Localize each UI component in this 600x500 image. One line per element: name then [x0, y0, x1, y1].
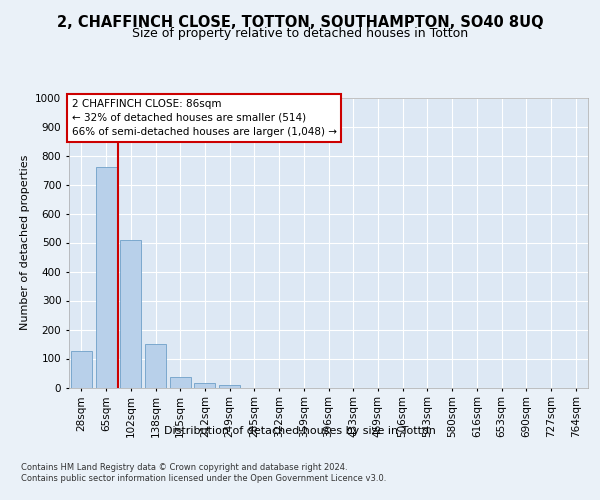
Bar — [120, 240, 141, 388]
Text: Distribution of detached houses by size in Totton: Distribution of detached houses by size … — [164, 426, 436, 436]
Bar — [71, 350, 92, 388]
Bar — [145, 344, 166, 388]
Bar — [219, 385, 240, 388]
Text: 2 CHAFFINCH CLOSE: 86sqm
← 32% of detached houses are smaller (514)
66% of semi-: 2 CHAFFINCH CLOSE: 86sqm ← 32% of detach… — [71, 99, 337, 137]
Bar — [170, 377, 191, 388]
Y-axis label: Number of detached properties: Number of detached properties — [20, 155, 29, 330]
Bar — [194, 383, 215, 388]
Bar — [95, 167, 116, 388]
Text: Size of property relative to detached houses in Totton: Size of property relative to detached ho… — [132, 28, 468, 40]
Text: Contains HM Land Registry data © Crown copyright and database right 2024.
Contai: Contains HM Land Registry data © Crown c… — [21, 462, 386, 483]
Text: 2, CHAFFINCH CLOSE, TOTTON, SOUTHAMPTON, SO40 8UQ: 2, CHAFFINCH CLOSE, TOTTON, SOUTHAMPTON,… — [56, 15, 544, 30]
